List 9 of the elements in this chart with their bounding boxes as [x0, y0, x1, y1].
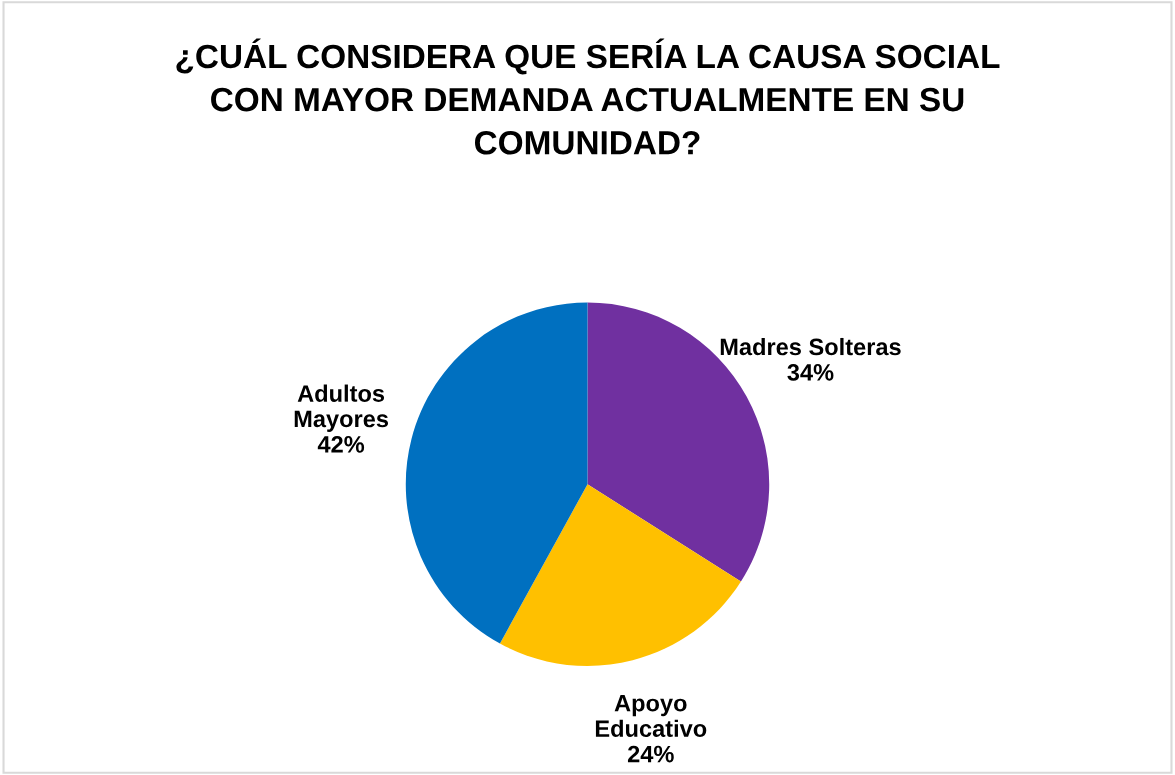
data-label: 24% [627, 745, 674, 763]
slice-label: Madres Solteras [720, 337, 901, 356]
data-label: 34% [787, 364, 834, 381]
chart-title: ¿CUÁL CONSIDERA QUE SERÍA LA CAUSA SOCIAL CON MAYOR DEMANDA ACTUALMENTE EN SU COMUNIDAD? [176, 38, 1000, 155]
pie-slice [405, 302, 588, 644]
slice-label: Apoyo Educativo [595, 695, 707, 737]
data-label: 42% [317, 436, 365, 453]
pie-slice [499, 484, 741, 666]
slice-label: Adultos Mayores [294, 384, 389, 432]
